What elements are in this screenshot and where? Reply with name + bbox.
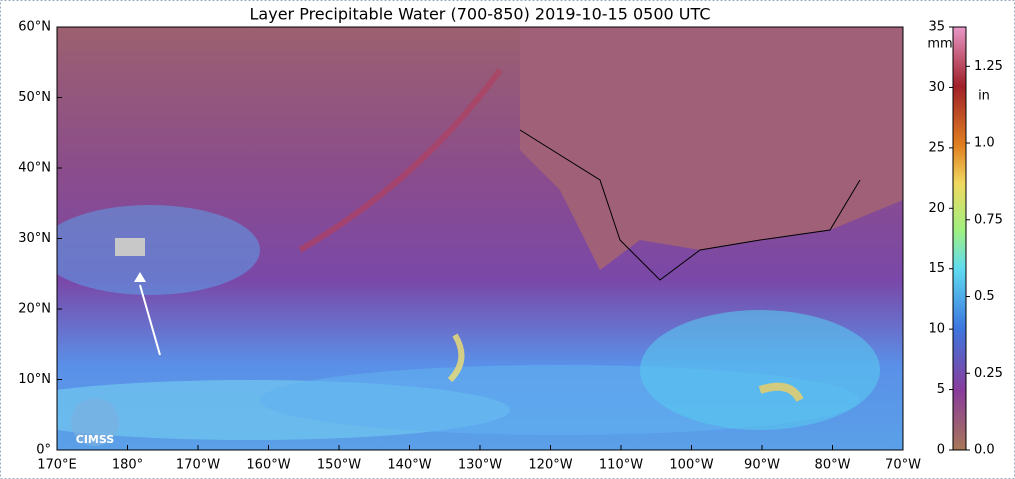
colorbar-tick-label: 1.25 bbox=[974, 59, 1003, 74]
x-tick-label: 120°W bbox=[528, 458, 572, 473]
logo-globe bbox=[71, 398, 119, 446]
moist-band bbox=[640, 310, 880, 430]
arrow-head bbox=[134, 272, 146, 282]
front bbox=[298, 68, 503, 253]
logo: CIMSS bbox=[76, 433, 115, 446]
x-tick-label: 140°W bbox=[387, 458, 431, 473]
y-tick-label: 20°N bbox=[18, 302, 51, 317]
x-tick-label: 180° bbox=[112, 458, 143, 473]
x-tick-label: 110°W bbox=[599, 458, 643, 473]
colorbar-tick-label: 0.5 bbox=[974, 289, 995, 304]
y-tick-label: 10°N bbox=[18, 372, 51, 387]
land-area bbox=[520, 27, 903, 270]
colorbar-tick-label: 20 bbox=[928, 201, 945, 216]
colorbar-tick-label: 1.0 bbox=[974, 136, 995, 151]
arrow bbox=[139, 284, 161, 356]
colorbar-unit: mm bbox=[927, 37, 952, 52]
x-tick-label: 80°W bbox=[815, 458, 851, 473]
colorbar-tick-label: 30 bbox=[928, 80, 945, 95]
colorbar-tick-label: 35 bbox=[928, 20, 945, 35]
colorbar-tick-label: 25 bbox=[928, 140, 945, 155]
y-tick-label: 40°N bbox=[18, 161, 51, 176]
title: Layer Precipitable Water (700-850) 2019-… bbox=[250, 5, 711, 24]
colorbar-tick-label: 15 bbox=[928, 261, 945, 276]
colorbar-tick-label: 5 bbox=[937, 382, 945, 397]
x-tick-label: 160°W bbox=[246, 458, 290, 473]
x-tick-label: 170°W bbox=[176, 458, 220, 473]
moist-band bbox=[57, 205, 260, 295]
x-tick-label: 90°W bbox=[744, 458, 780, 473]
x-tick-label: 130°W bbox=[458, 458, 502, 473]
y-tick-label: 0° bbox=[36, 443, 51, 458]
missing-data bbox=[115, 238, 145, 256]
map-image bbox=[57, 27, 903, 450]
x-tick-label: 100°W bbox=[669, 458, 713, 473]
colorbar-tick-label: 0.25 bbox=[974, 366, 1003, 381]
x-tick-label: 170°E bbox=[37, 458, 77, 473]
colorbar-tick-label: 0 bbox=[937, 443, 945, 458]
y-tick-label: 30°N bbox=[18, 231, 51, 246]
colorbar-unit: in bbox=[978, 89, 990, 104]
coastline bbox=[519, 129, 861, 281]
x-tick-label: 70°W bbox=[885, 458, 921, 473]
x-tick-label: 150°W bbox=[317, 458, 361, 473]
y-tick-label: 60°N bbox=[18, 20, 51, 35]
colorbar bbox=[952, 26, 967, 451]
colorbar-tick-label: 0.0 bbox=[974, 443, 995, 458]
colorbar-tick-label: 10 bbox=[928, 322, 945, 337]
moist-spot bbox=[447, 333, 465, 383]
colorbar-tick-label: 0.75 bbox=[974, 212, 1003, 227]
moist-spot bbox=[758, 382, 804, 403]
y-tick-label: 50°N bbox=[18, 90, 51, 105]
